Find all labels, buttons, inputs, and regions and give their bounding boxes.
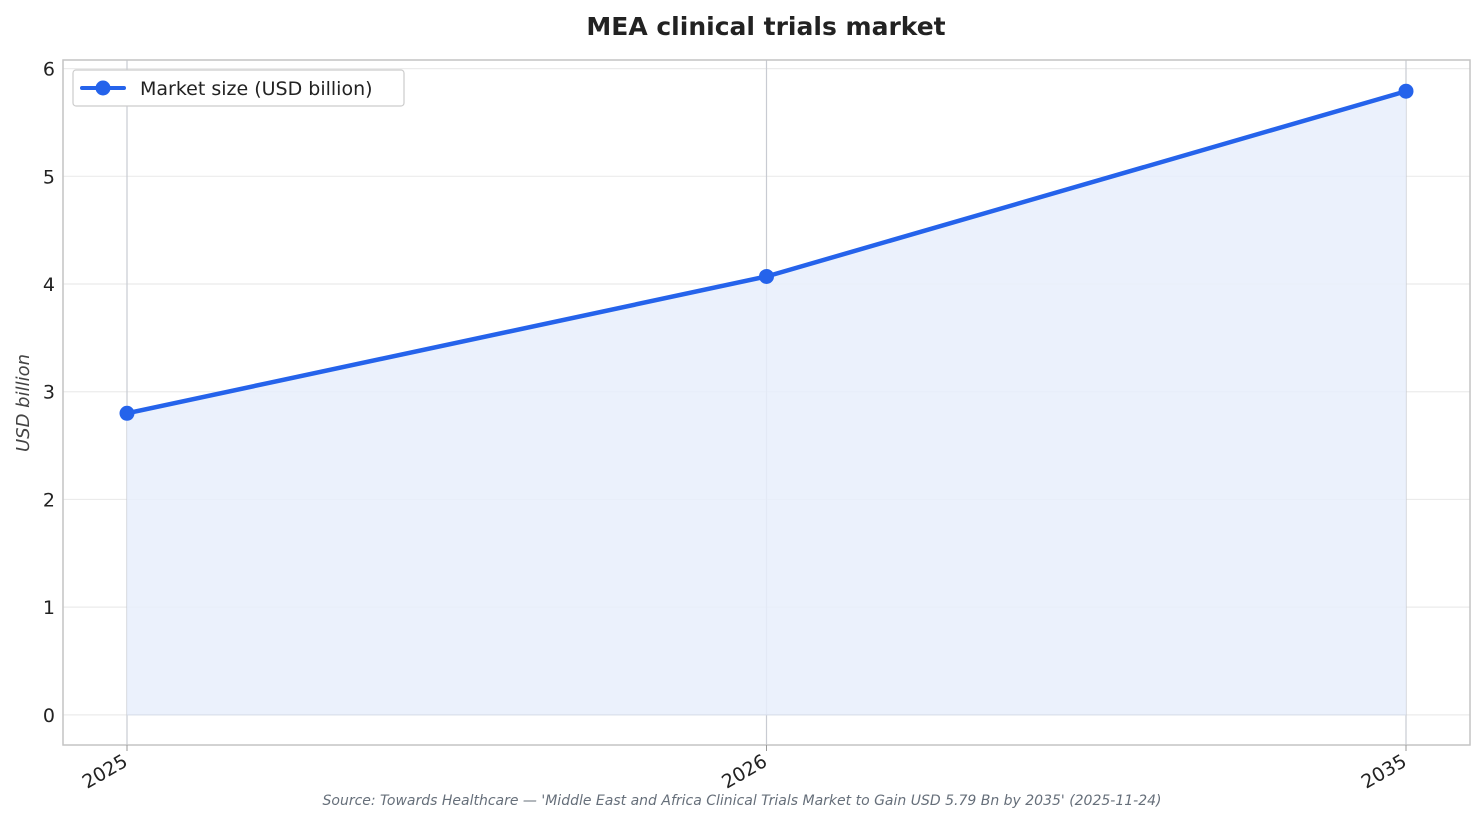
series-area	[127, 91, 1406, 715]
legend-marker-swatch	[95, 80, 111, 96]
y-tick-label: 1	[43, 597, 55, 619]
data-point	[119, 405, 135, 421]
legend-entry-label: Market size (USD billion)	[140, 78, 373, 100]
source-note: Source: Towards Healthcare — 'Middle Eas…	[323, 793, 1162, 809]
y-tick-label: 0	[43, 705, 55, 727]
area-fill	[127, 91, 1406, 716]
x-tick-label: 2035	[1358, 750, 1411, 793]
y-axis-label: USD billion	[13, 354, 34, 452]
x-tick-label: 2026	[718, 750, 771, 793]
legend-box	[72, 69, 405, 107]
x-tick-label: 2025	[79, 750, 132, 793]
y-tick-label: 2	[43, 489, 55, 511]
x-axis-ticks: 2025 2026 2035	[79, 745, 1411, 794]
y-axis-ticks: 0 1 2 3 4 5 6	[43, 59, 55, 727]
series-points	[119, 83, 1414, 421]
legend: Market size (USD billion)	[72, 69, 405, 107]
y-tick-label: 6	[43, 59, 55, 81]
chart-title: MEA clinical trials market	[586, 12, 945, 41]
data-point	[1398, 83, 1414, 99]
y-tick-label: 3	[43, 382, 55, 404]
y-tick-label: 4	[43, 274, 55, 296]
y-tick-label: 5	[43, 166, 55, 188]
data-point	[759, 268, 774, 284]
